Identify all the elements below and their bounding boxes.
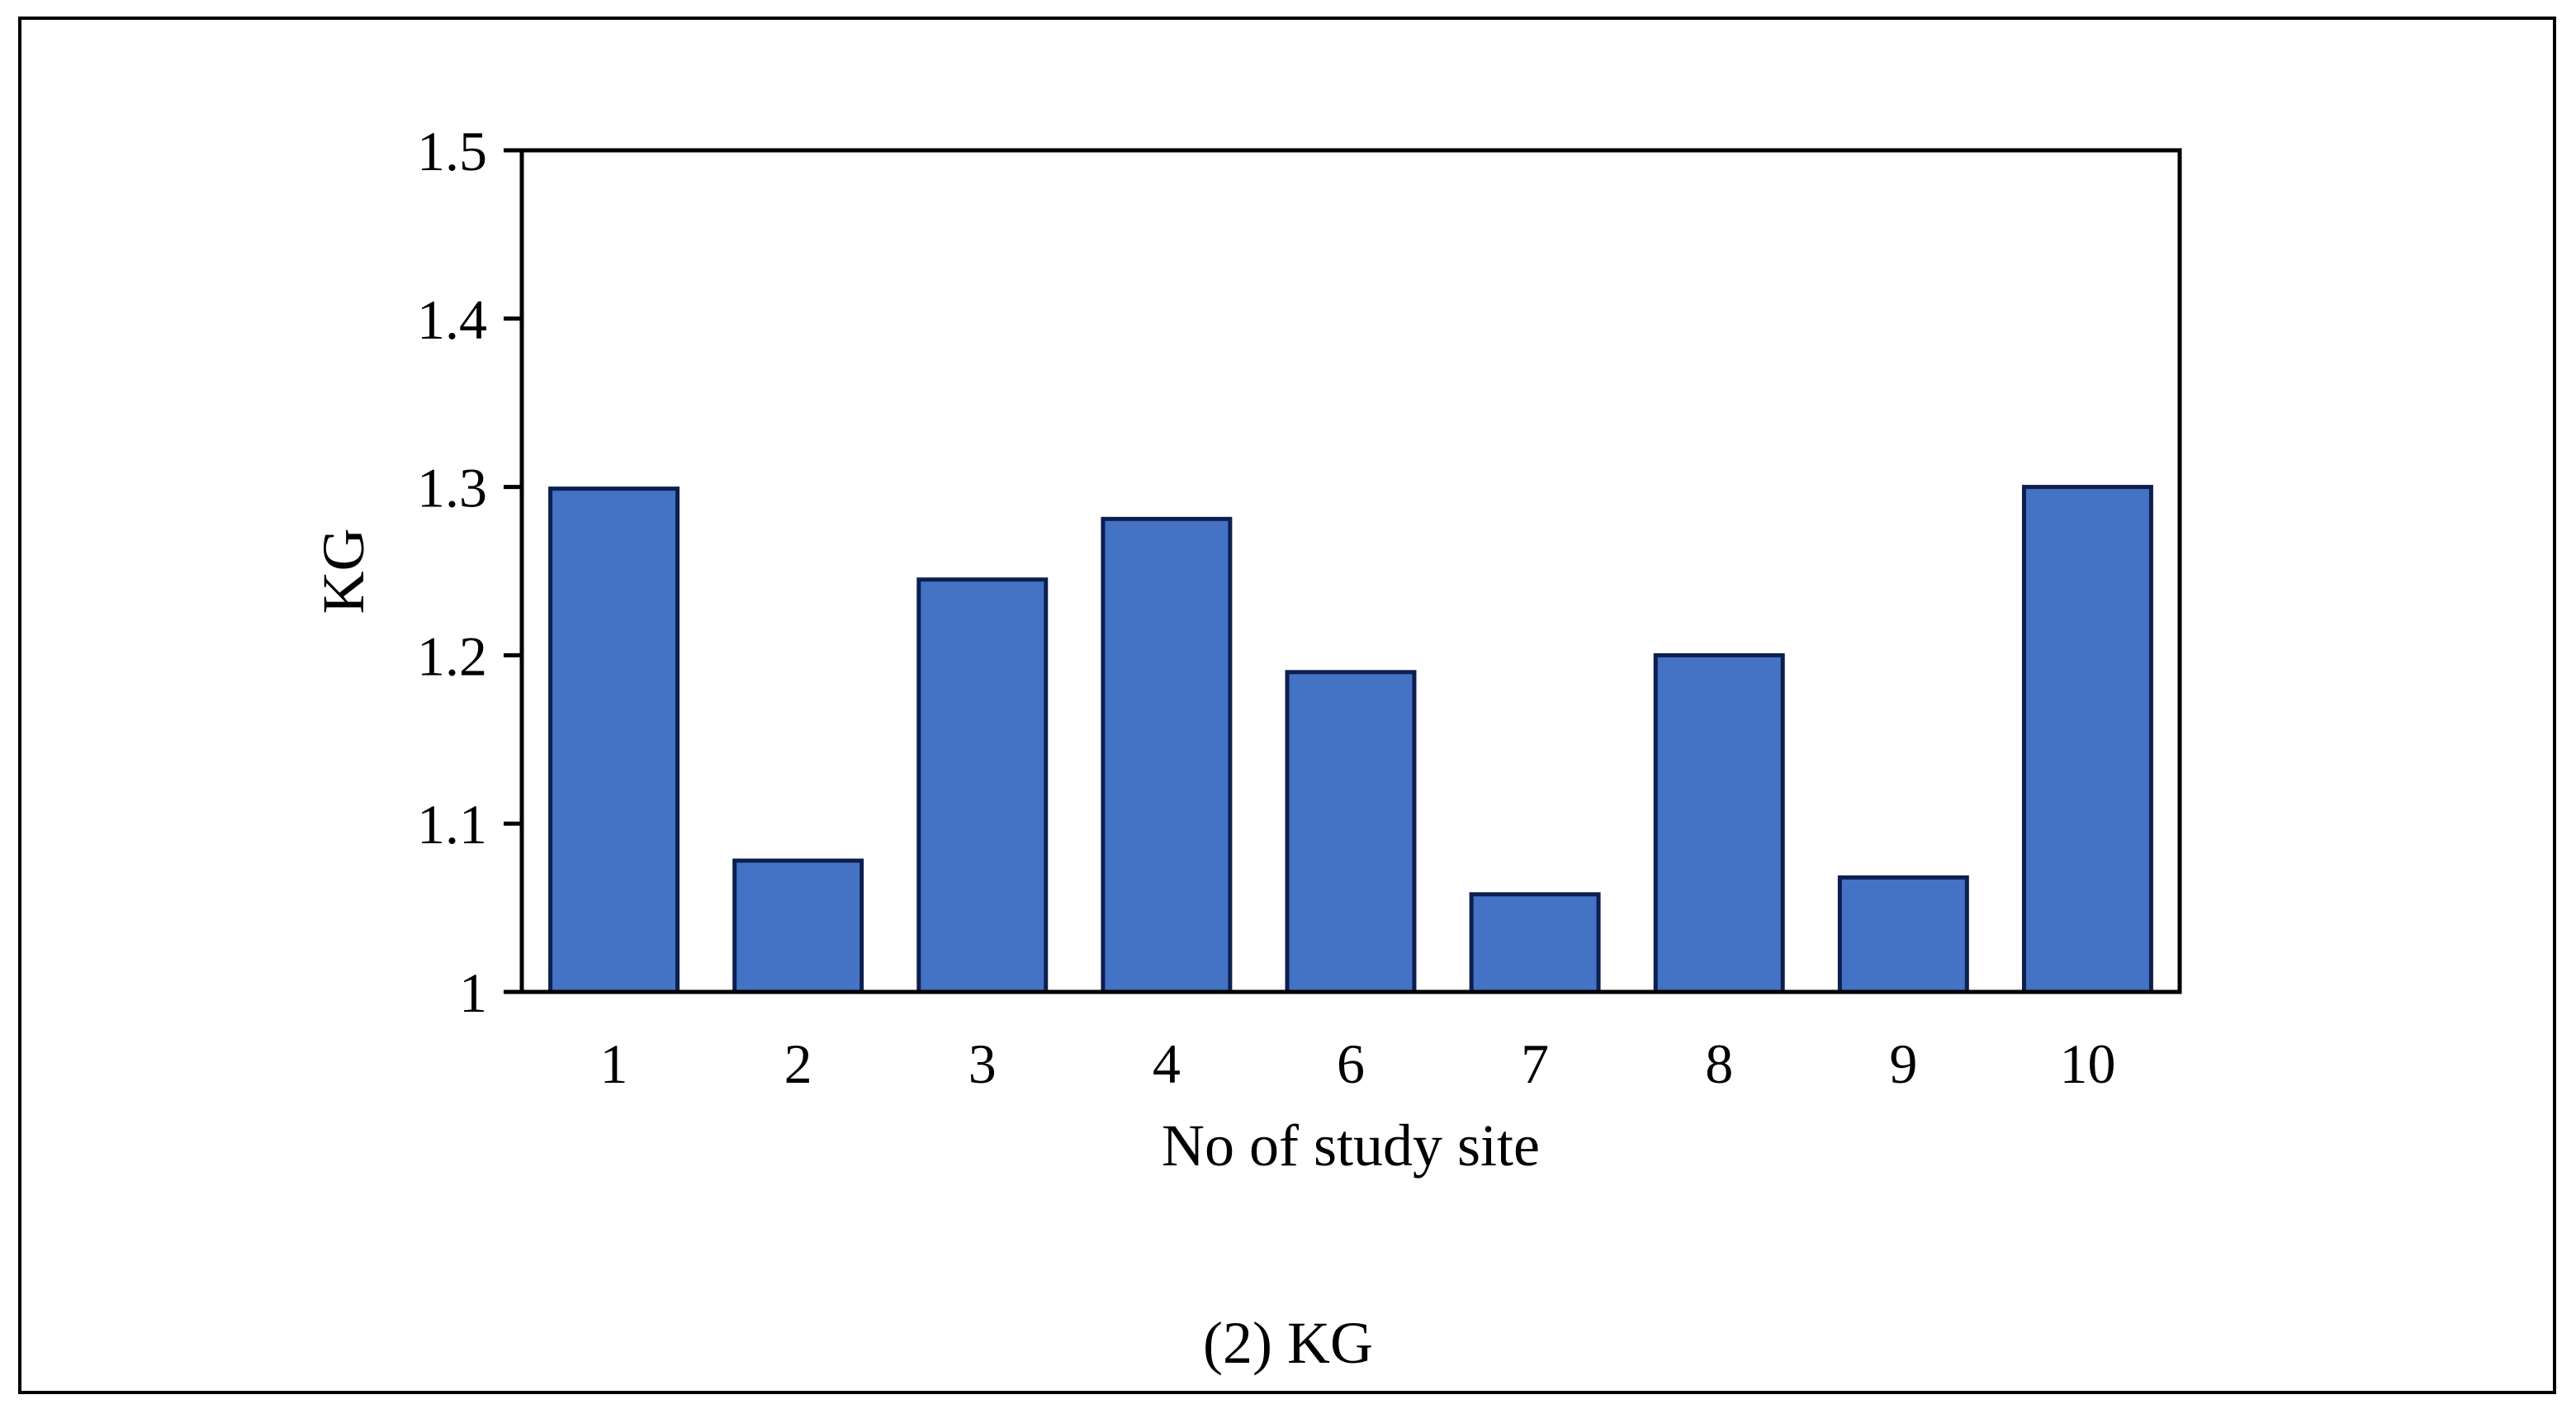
bar-site-10 (2021, 485, 2153, 994)
y-tick-label: 1.1 (417, 793, 487, 856)
figure-frame (18, 17, 2556, 1394)
x-tick-label: 2 (784, 1032, 812, 1095)
y-tick-label: 1.4 (417, 288, 487, 351)
x-tick-label: 10 (2059, 1032, 2115, 1095)
x-tick-label: 9 (1889, 1032, 1917, 1095)
bar-site-8 (1653, 652, 1785, 994)
x-tick-label: 1 (600, 1032, 628, 1095)
figure-caption: (2) KG (1203, 1310, 1373, 1376)
x-tick-label: 3 (968, 1032, 997, 1095)
y-axis-title: KG (310, 529, 376, 614)
bar-site-2 (732, 858, 864, 994)
x-axis-ticks: 1 2 3 4 6 7 8 9 10 (600, 1032, 2116, 1095)
bar-site-4 (1101, 516, 1233, 994)
y-tick-label: 1.3 (417, 457, 487, 519)
x-tick-label: 8 (1705, 1032, 1733, 1095)
x-tick-label: 7 (1521, 1032, 1549, 1095)
bar-site-6 (1285, 670, 1417, 994)
y-tick-label: 1.2 (417, 624, 487, 687)
x-tick-label: 4 (1153, 1032, 1181, 1095)
bar-site-3 (916, 577, 1049, 994)
x-tick-label: 6 (1337, 1032, 1365, 1095)
bars-layer (548, 485, 2153, 994)
x-axis-title: No of study site (1162, 1112, 1540, 1179)
y-tick-label: 1.5 (417, 120, 487, 183)
bar-site-1 (548, 486, 680, 994)
y-tick-label: 1 (459, 961, 487, 1024)
bar-site-7 (1469, 892, 1601, 994)
plot-area-frame (519, 148, 2182, 994)
bar-site-9 (1837, 875, 1969, 994)
y-axis-ticks: 1 1.1 1.2 1.3 1.4 1.5 (417, 120, 522, 1024)
